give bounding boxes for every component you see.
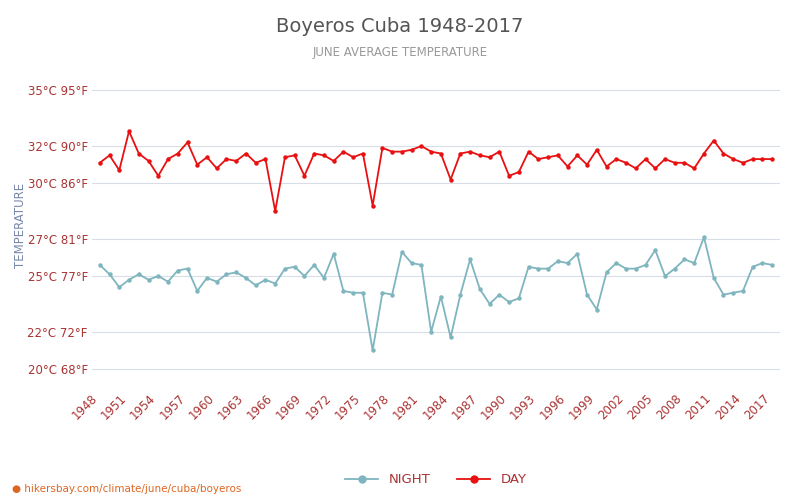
Text: Boyeros Cuba 1948-2017: Boyeros Cuba 1948-2017 [276, 18, 524, 36]
Y-axis label: TEMPERATURE: TEMPERATURE [14, 182, 27, 268]
Text: ● hikersbay.com/climate/june/cuba/boyeros: ● hikersbay.com/climate/june/cuba/boyero… [12, 484, 242, 494]
Legend: NIGHT, DAY: NIGHT, DAY [340, 468, 532, 491]
Text: JUNE AVERAGE TEMPERATURE: JUNE AVERAGE TEMPERATURE [313, 46, 487, 59]
